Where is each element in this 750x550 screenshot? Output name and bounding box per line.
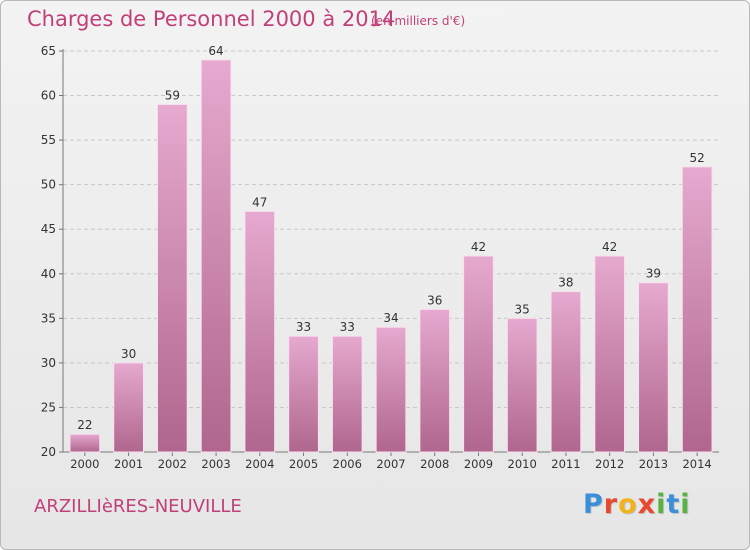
bar-2008 [419, 308, 451, 453]
bar-2003 [200, 59, 232, 453]
brand-letter: o [618, 489, 638, 520]
data-label: 35 [515, 302, 530, 316]
x-tick-label: 2002 [158, 457, 187, 471]
y-tick-label: 55 [41, 133, 56, 147]
data-label: 36 [427, 293, 442, 307]
x-tick-label: 2005 [289, 457, 318, 471]
data-label: 39 [646, 267, 661, 281]
data-label: 22 [77, 418, 92, 432]
y-tick-label: 25 [41, 400, 56, 414]
data-label: 33 [340, 320, 355, 334]
y-tick-label: 50 [41, 178, 56, 192]
bar-2014 [681, 166, 713, 453]
labels: 20 25 30 35 40 45 50 55 60 65 22 2000 30 2001 59 2002 64… [41, 44, 712, 471]
y-tick-label: 45 [41, 222, 56, 236]
x-tick-label: 2001 [114, 457, 143, 471]
y-tick-label: 35 [41, 311, 56, 325]
bar-2011 [550, 291, 582, 453]
data-label: 30 [121, 347, 136, 361]
y-tick-label: 20 [41, 445, 56, 459]
data-label: 33 [296, 320, 311, 334]
bar-2007 [375, 326, 407, 453]
chart-title: Charges de Personnel 2000 à 2014 [27, 7, 396, 31]
brand-letter: r [603, 489, 619, 520]
brand-letter: i [656, 489, 667, 520]
x-tick-label: 2009 [464, 457, 493, 471]
data-label: 34 [383, 311, 398, 325]
x-tick-label: 2004 [245, 457, 274, 471]
x-tick-label: 2003 [201, 457, 230, 471]
bar-2002 [156, 103, 188, 453]
y-tick-label: 30 [41, 356, 56, 370]
bar-2013 [638, 282, 669, 453]
data-label: 47 [252, 195, 267, 209]
x-tick-label: 2007 [376, 457, 405, 471]
bar-2009 [463, 255, 494, 453]
x-tick-label: 2011 [551, 457, 580, 471]
bar-2001 [113, 362, 144, 453]
brand-logo: Proxiti [583, 489, 691, 520]
chart-subtitle: (en milliers d'€) [371, 14, 466, 28]
brand-letter: P [583, 489, 604, 520]
bar-2012 [594, 255, 626, 453]
brand-letter: x [637, 489, 657, 520]
data-label: 64 [208, 44, 223, 58]
x-tick-label: 2012 [595, 457, 624, 471]
y-tick-label: 65 [41, 44, 56, 58]
brand-letter: t [666, 489, 681, 520]
data-label: 42 [471, 240, 486, 254]
y-tick-label: 40 [41, 267, 56, 281]
data-label: 42 [602, 240, 617, 254]
bar-2005 [288, 335, 319, 453]
bar-2004 [244, 210, 276, 453]
bar-2006 [331, 335, 363, 453]
commune-name: ARZILLIèRES-NEUVILLE [34, 496, 242, 517]
x-tick-label: 2006 [333, 457, 362, 471]
x-tick-label: 2010 [508, 457, 537, 471]
y-tick-label: 60 [41, 89, 56, 103]
bars [69, 59, 713, 453]
x-tick-label: 2014 [682, 457, 711, 471]
x-tick-label: 2000 [70, 457, 99, 471]
data-label: 38 [558, 276, 573, 290]
data-label: 59 [165, 88, 180, 102]
data-label: 52 [689, 151, 704, 165]
x-tick-label: 2013 [639, 457, 668, 471]
x-tick-label: 2008 [420, 457, 449, 471]
brand-letter: i [680, 489, 691, 520]
bar-2000 [69, 433, 101, 453]
bar-2010 [506, 317, 538, 453]
